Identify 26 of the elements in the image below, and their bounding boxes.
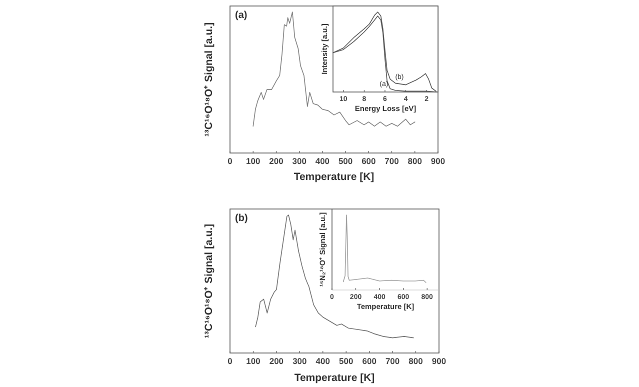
x-tick-label: 0 (228, 156, 233, 166)
x-tick-label: 800 (408, 156, 422, 166)
x-axis-title: Temperature [K] (294, 372, 375, 384)
x-tick-label: 900 (432, 356, 446, 366)
y-axis-title: ¹³C¹⁶O¹⁸O⁺ Signal [a.u.] (203, 22, 215, 137)
chart-title: (b) (235, 213, 248, 224)
x-tick-label: 400 (316, 356, 330, 366)
x-tick-label: 100 (246, 156, 260, 166)
x-tick-label: 500 (338, 156, 353, 166)
x-tick-label: 300 (292, 356, 308, 366)
x-tick-label: 300 (292, 156, 307, 166)
x-tick-label: 600 (362, 356, 377, 366)
x-tick-label: 700 (385, 356, 400, 366)
x-tick-label: 100 (246, 356, 261, 366)
x-tick-label: 900 (430, 156, 446, 166)
y-axis-title: ¹³C¹⁶O¹⁸O⁺ Signal [a.u.] (203, 224, 215, 338)
x-tick-label: 0 (228, 356, 233, 366)
x-tick-label: 200 (269, 356, 284, 366)
x-tick-label: 500 (339, 356, 354, 366)
x-tick-label: 700 (384, 156, 400, 166)
x-tick-label: 800 (408, 356, 424, 366)
x-tick-label: 600 (362, 156, 376, 166)
x-axis-title: Temperature [K] (294, 171, 374, 183)
x-tick-label: 400 (315, 156, 330, 166)
chart-title: (a) (235, 10, 248, 21)
x-tick-label: 200 (269, 156, 284, 166)
